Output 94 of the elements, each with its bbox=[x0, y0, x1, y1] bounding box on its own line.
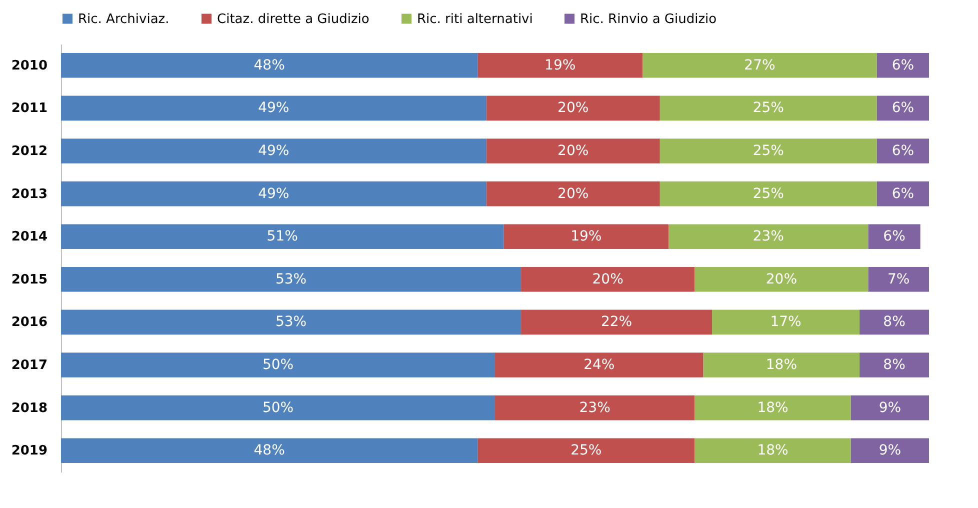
data-label: 17% bbox=[770, 314, 802, 330]
bar bbox=[486, 138, 660, 164]
data-label: 6% bbox=[892, 186, 914, 202]
y-tick-label: 2010 bbox=[11, 58, 48, 74]
bar bbox=[61, 52, 478, 78]
data-label: 20% bbox=[592, 271, 624, 288]
data-label: 49% bbox=[258, 186, 290, 202]
data-label: 7% bbox=[888, 271, 910, 288]
legend-label: Citaz. dirette a Giudizio bbox=[217, 12, 370, 27]
data-label: 6% bbox=[892, 100, 914, 116]
bar bbox=[61, 352, 495, 378]
data-label: 9% bbox=[878, 400, 902, 416]
y-tick-label: 2016 bbox=[11, 315, 48, 330]
data-label: 49% bbox=[258, 100, 290, 116]
bar bbox=[660, 96, 877, 121]
data-label: 19% bbox=[570, 228, 602, 245]
data-label: 25% bbox=[752, 143, 784, 159]
bar bbox=[495, 352, 704, 378]
data-label: 19% bbox=[544, 57, 576, 74]
bar bbox=[61, 96, 486, 121]
bar bbox=[521, 310, 712, 335]
bar bbox=[61, 395, 495, 420]
bar bbox=[61, 438, 478, 464]
data-label: 25% bbox=[752, 186, 784, 202]
bar bbox=[694, 395, 851, 420]
data-label: 20% bbox=[558, 143, 589, 159]
data-label: 18% bbox=[757, 400, 788, 416]
bar bbox=[850, 395, 929, 420]
bar bbox=[504, 224, 669, 250]
bar bbox=[876, 181, 929, 206]
bar bbox=[61, 181, 486, 206]
y-tick-label: 2013 bbox=[11, 186, 48, 202]
bar bbox=[850, 438, 929, 464]
bar bbox=[694, 266, 868, 292]
data-label: 27% bbox=[744, 57, 776, 74]
data-label: 18% bbox=[766, 357, 798, 373]
legend-label: Ric. riti alternativi bbox=[417, 12, 533, 27]
data-label: 20% bbox=[766, 271, 798, 288]
y-tick-label: 2015 bbox=[11, 272, 48, 288]
data-label: 6% bbox=[892, 143, 914, 159]
bar bbox=[876, 96, 929, 121]
legend-label: Ric. Archiviaz. bbox=[78, 12, 170, 27]
bar bbox=[642, 52, 877, 78]
data-label: 53% bbox=[275, 271, 307, 288]
bar bbox=[694, 438, 851, 464]
data-label: 53% bbox=[275, 314, 307, 330]
data-label: 49% bbox=[258, 143, 290, 159]
bar bbox=[61, 310, 522, 335]
bar bbox=[703, 352, 860, 378]
bar bbox=[495, 395, 695, 420]
y-tick-label: 2017 bbox=[11, 358, 48, 373]
data-label: 25% bbox=[752, 100, 784, 116]
bar bbox=[712, 310, 860, 335]
y-tick-label: 2012 bbox=[11, 144, 48, 159]
bar bbox=[860, 352, 929, 378]
bar bbox=[61, 138, 486, 164]
data-label: 18% bbox=[757, 442, 788, 459]
bar bbox=[660, 138, 877, 164]
data-label: 25% bbox=[570, 442, 602, 459]
bar bbox=[478, 52, 643, 78]
data-label: 8% bbox=[883, 357, 906, 373]
data-label: 23% bbox=[752, 228, 784, 245]
bar bbox=[668, 224, 868, 250]
bar bbox=[876, 138, 929, 164]
data-label: 6% bbox=[883, 228, 906, 245]
bar bbox=[61, 224, 504, 250]
y-tick-label: 2011 bbox=[11, 101, 48, 116]
data-label: 20% bbox=[558, 186, 589, 202]
y-tick-label: 2014 bbox=[11, 230, 48, 245]
data-label: 20% bbox=[558, 100, 589, 116]
data-label: 9% bbox=[878, 442, 902, 459]
data-label: 48% bbox=[254, 442, 285, 459]
data-label: 23% bbox=[579, 400, 610, 416]
bar bbox=[868, 224, 920, 250]
data-label: 50% bbox=[262, 357, 294, 373]
data-label: 50% bbox=[262, 400, 294, 416]
data-label: 51% bbox=[266, 228, 298, 245]
bar bbox=[61, 266, 522, 292]
bar bbox=[478, 438, 695, 464]
bar bbox=[876, 52, 929, 78]
data-label: 24% bbox=[584, 357, 615, 373]
data-label: 22% bbox=[600, 314, 632, 330]
y-tick-label: 2018 bbox=[11, 400, 48, 416]
legend-label: Ric. Rinvio a Giudizio bbox=[580, 12, 717, 27]
data-label: 6% bbox=[892, 57, 914, 74]
bar bbox=[868, 266, 929, 292]
bar bbox=[860, 310, 929, 335]
bar bbox=[660, 181, 877, 206]
bar bbox=[486, 181, 660, 206]
data-label: 8% bbox=[883, 314, 906, 330]
bar bbox=[486, 96, 660, 121]
bar bbox=[521, 266, 695, 292]
data-label: 48% bbox=[254, 57, 285, 74]
y-tick-label: 2019 bbox=[11, 444, 48, 459]
